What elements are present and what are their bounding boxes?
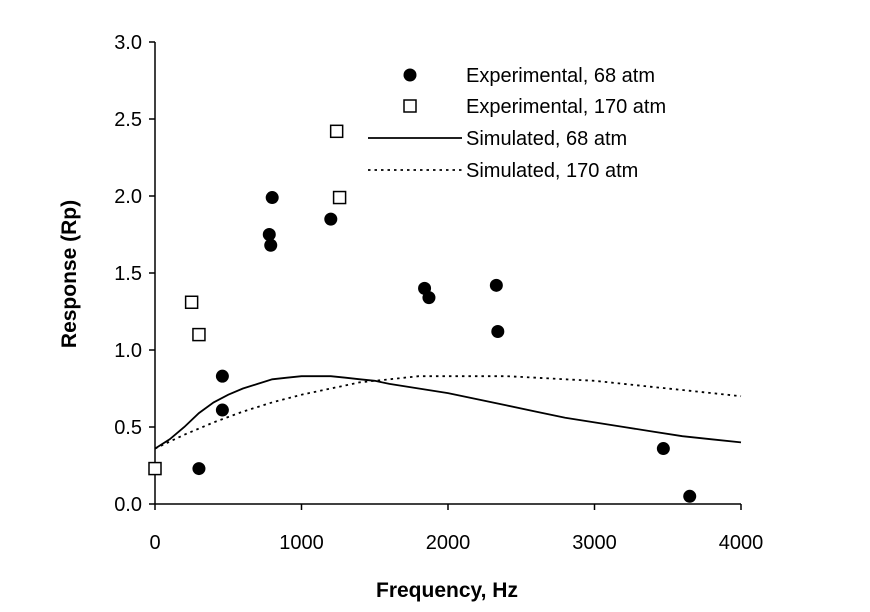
- legend-entry: Experimental, 170 atm: [403, 96, 666, 118]
- x-ticks: 0 1000 2000 3000 4000: [149, 504, 763, 554]
- data-point: [329, 124, 344, 139]
- y-ticks: 0.0 0.5 1.0 1.5 2.0 2.5 3.0: [114, 32, 155, 516]
- data-point: [265, 191, 279, 205]
- series-layer: [148, 124, 742, 503]
- y-tick-label: 1.0: [114, 340, 142, 362]
- data-point: [184, 295, 199, 310]
- data-point: [683, 489, 697, 503]
- data-point: [148, 461, 162, 476]
- y-tick-label: 0.5: [114, 417, 142, 439]
- legend-entry: Simulated, 68 atm: [368, 128, 627, 150]
- x-tick-label: 0: [149, 532, 160, 554]
- legend-entry: Experimental, 68 atm: [403, 65, 655, 87]
- x-tick-label: 1000: [279, 532, 324, 554]
- legend: Experimental, 68 atm Experimental, 170 at…: [368, 65, 666, 182]
- y-tick-label: 2.0: [114, 186, 142, 208]
- legend-label: Simulated, 68 atm: [466, 128, 627, 150]
- series-2: [148, 124, 347, 476]
- y-tick-label: 3.0: [114, 32, 142, 54]
- data-point: [192, 327, 206, 342]
- data-point: [262, 228, 276, 241]
- data-point: [324, 212, 338, 226]
- y-tick-label: 0.0: [114, 494, 142, 516]
- series-line: [154, 375, 742, 450]
- series-1: [192, 191, 697, 503]
- y-tick-label: 1.5: [114, 263, 142, 285]
- legend-label: Experimental, 68 atm: [466, 65, 655, 87]
- data-point: [264, 238, 278, 252]
- series-4: [154, 375, 742, 450]
- plot-area: 0 1000 2000 3000 4000 0.0 0.5 1.0 1.5 2.0 2.5 3.0: [114, 32, 763, 554]
- data-point: [656, 442, 670, 456]
- x-tick-label: 4000: [719, 532, 764, 554]
- y-axis-title: Response (Rp): [58, 200, 81, 348]
- data-point: [489, 278, 503, 292]
- series-line: [154, 375, 742, 450]
- x-axis-title: Frequency, Hz: [376, 579, 518, 602]
- data-point: [215, 369, 229, 383]
- data-point: [215, 403, 229, 417]
- data-point: [422, 291, 436, 305]
- x-tick-label: 3000: [572, 532, 617, 554]
- legend-swatch: [403, 68, 417, 82]
- data-point: [491, 325, 505, 339]
- legend-entry: Simulated, 170 atm: [368, 160, 638, 182]
- data-point: [192, 462, 206, 476]
- x-tick-label: 2000: [426, 532, 471, 554]
- y-tick-label: 2.5: [114, 109, 142, 131]
- data-point: [332, 190, 347, 205]
- legend-swatch: [403, 99, 417, 113]
- series-3: [154, 375, 742, 450]
- legend-label: Simulated, 170 atm: [466, 160, 638, 182]
- legend-label: Experimental, 170 atm: [466, 96, 666, 118]
